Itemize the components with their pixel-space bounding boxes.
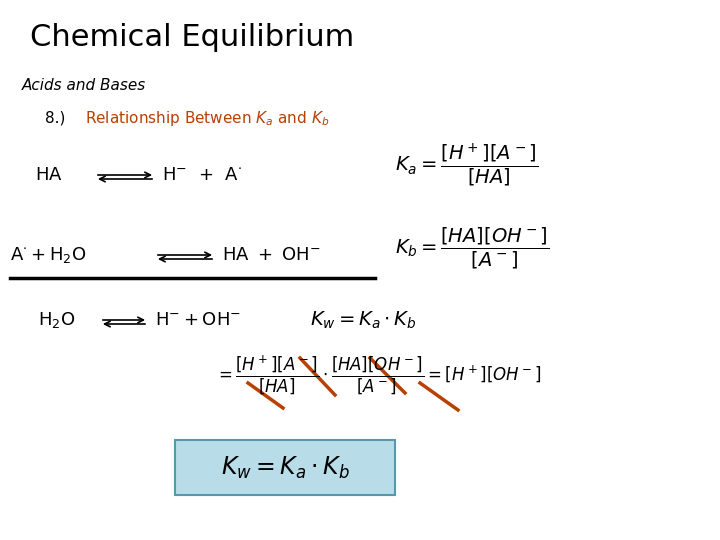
Text: $\boldsymbol{K_w} = \boldsymbol{K_a} \cdot \boldsymbol{K_b}$: $\boldsymbol{K_w} = \boldsymbol{K_a} \cd… <box>220 454 349 481</box>
Text: $\mathrm{HA}$: $\mathrm{HA}$ <box>35 166 63 184</box>
Text: Relationship Between $K_a$ and $K_b$: Relationship Between $K_a$ and $K_b$ <box>85 109 329 127</box>
Text: $\boldsymbol{K_a} = \dfrac{[H^+][A^-]}{[HA]}$: $\boldsymbol{K_a} = \dfrac{[H^+][A^-]}{[… <box>395 141 539 188</box>
Text: $\boldsymbol{K_b} = \dfrac{[HA][OH^-]}{[A^-]}$: $\boldsymbol{K_b} = \dfrac{[HA][OH^-]}{[… <box>395 226 549 271</box>
Text: $\boldsymbol{K_w} = \boldsymbol{K_a} \cdot \boldsymbol{K_b}$: $\boldsymbol{K_w} = \boldsymbol{K_a} \cd… <box>310 309 417 330</box>
Text: Chemical Equilibrium: Chemical Equilibrium <box>30 24 354 52</box>
Text: $\mathrm{A^{\cdot} + H_2O}$: $\mathrm{A^{\cdot} + H_2O}$ <box>10 245 86 265</box>
Text: Acids and Bases: Acids and Bases <box>22 78 146 92</box>
Text: $\mathrm{H_2O}$: $\mathrm{H_2O}$ <box>38 310 76 330</box>
Text: $= \dfrac{[H^+][A^-]}{[HA]} \cdot \dfrac{[HA][OH^-]}{[A^-]} = [H^+][OH^-]$: $= \dfrac{[H^+][A^-]}{[HA]} \cdot \dfrac… <box>215 354 541 396</box>
Text: $\mathrm{HA \ + \ OH^{-}}$: $\mathrm{HA \ + \ OH^{-}}$ <box>222 246 321 264</box>
Text: 8.): 8.) <box>45 111 66 125</box>
Bar <box>175 440 395 495</box>
Text: $\mathrm{H^{-} + OH^{-}}$: $\mathrm{H^{-} + OH^{-}}$ <box>155 311 241 329</box>
Text: $\mathrm{H^{-}}$  +  $\mathrm{A^{\cdot}}$: $\mathrm{H^{-}}$ + $\mathrm{A^{\cdot}}$ <box>162 166 242 184</box>
